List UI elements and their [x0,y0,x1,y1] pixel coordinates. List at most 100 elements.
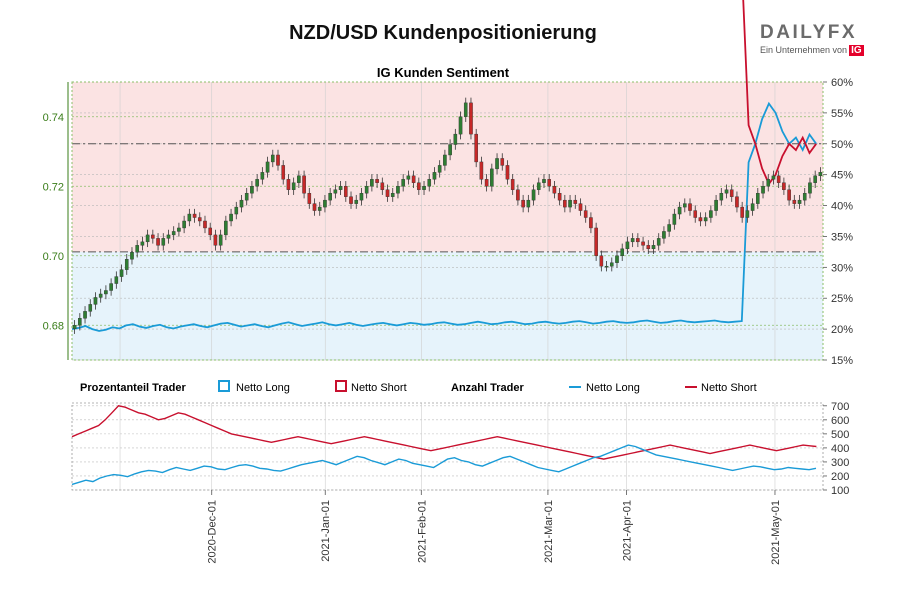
candle-body [370,179,374,187]
candle-body [390,192,395,197]
candle-body [145,234,150,243]
candle-body [813,175,817,183]
candle-body [500,158,505,166]
candle-body [265,161,270,173]
price-sentiment-panel [71,0,824,361]
candle-body [396,186,400,194]
logo-wordmark: DAILYFX [760,22,858,43]
count-tick-label: 600 [831,415,849,427]
candle-body [270,154,275,163]
candle-body [411,175,416,183]
candle-body [505,165,510,180]
count-panel-border [71,402,824,491]
candle-body [323,199,327,208]
candle-body [182,220,186,229]
legend-count-short-label: Netto Short [701,382,757,394]
candle-body [599,255,604,267]
candle-body [98,293,103,298]
candle-body [338,186,343,190]
legend-short-label: Netto Short [351,382,407,394]
candle-body [422,186,426,190]
legend-group1-title: Prozentanteil Trader [80,382,186,394]
candle-body [698,217,703,222]
candle-body [594,227,598,256]
dailyfx-logo: DAILYFX Ein Unternehmen von IG [760,22,870,62]
candle-body [563,199,567,208]
candle-body [302,175,306,194]
candle-body [677,206,682,215]
candle-body [536,182,541,190]
right-tick-label: 45% [831,170,853,182]
count-tick-label: 100 [831,485,849,497]
candle-body [516,189,520,201]
left-axis-ticks: 0.68 0.70 0.72 0.74 [43,82,69,360]
candle-body [328,192,332,201]
candle-body [484,179,489,187]
candle-body [344,186,348,197]
left-tick-label: 0.72 [43,181,64,193]
candle-body [709,210,713,218]
right-tick-label: 40% [831,201,853,213]
candle-body [203,220,207,229]
count-tick-label: 400 [831,443,849,455]
candle-body [354,199,359,204]
logo-subtitle: Ein Unternehmen von IG [760,45,864,56]
candle-body [291,182,296,190]
candle-body [156,238,160,246]
panel-border [71,81,824,361]
candle-body [124,259,129,270]
x-axis-ticks: 2020-Dec-01 2021-Jan-01 2021-Feb-01 2021-Ma… [207,490,782,565]
candle-body [171,231,176,236]
candle-body [630,238,635,243]
candle-body [510,179,515,190]
candle-body [542,179,546,183]
candle-body [364,186,369,194]
candle-body [479,161,484,180]
candle-body [448,144,452,156]
candle-body [682,203,687,208]
candle-body [72,325,77,329]
candle-body [135,245,139,253]
x-tick-label: 2021-Feb-01 [416,500,428,563]
candle-body [458,116,463,135]
candle-body [568,199,572,208]
candle-body [526,199,531,208]
candle-body [307,192,312,204]
candle-body [552,186,557,194]
legend-short-swatch [335,380,347,392]
candle-body [808,182,812,194]
candle-body [620,248,625,256]
candle-body [688,203,692,211]
x-tick-label: 2021-Jan-01 [320,500,332,562]
candle-body [78,318,82,326]
candle-body [276,154,280,166]
candle-body [463,102,468,117]
candle-body [604,265,609,268]
legend: Prozentanteil Trader Netto Long Netto Sh… [80,380,757,394]
candle-body [161,238,166,246]
count-tick-label: 200 [831,471,849,483]
candle-body [474,133,478,163]
candle-body [750,203,755,211]
candle-body [281,165,286,180]
candle-body [119,269,124,277]
right-axis-ticks: 15% 20% 25% 30% 35% 40% 45% 50% 55% 60% [823,77,853,367]
right-tick-label: 30% [831,262,853,274]
right-tick-label: 50% [831,139,853,151]
right-tick-label: 35% [831,231,853,243]
candle-body [286,179,291,190]
count-tick-label: 700 [831,401,849,413]
candle-body [724,189,729,194]
count-tick-label: 500 [831,429,849,441]
short-zone-background [72,82,823,252]
candle-body [114,276,119,284]
candle-body [636,238,640,243]
candle-body [187,213,192,222]
candle-body [437,165,442,173]
candle-body [151,234,155,239]
candle-body [557,192,562,201]
candle-body [380,182,385,190]
legend-long-label: Netto Long [236,382,290,394]
candle-body [787,189,791,201]
right-tick-label: 25% [831,293,853,305]
